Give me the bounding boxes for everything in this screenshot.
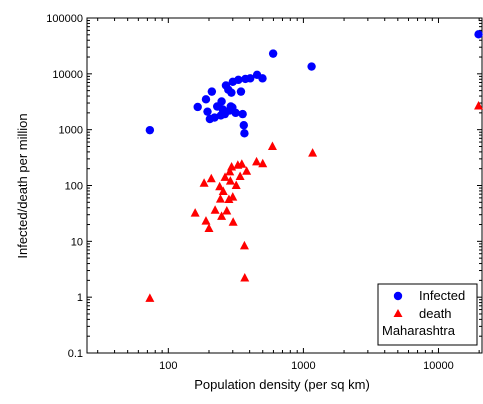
- data-point-infected: [227, 88, 236, 97]
- data-point-infected: [236, 87, 246, 96]
- data-point-death: [215, 181, 225, 191]
- data-point-death: [210, 205, 220, 214]
- y-tick-label: 10: [71, 236, 83, 248]
- data-point-death: [218, 186, 228, 196]
- data-point-infected: [203, 107, 212, 116]
- data-point-infected: [234, 75, 243, 85]
- data-point-death: [201, 216, 211, 225]
- data-point-death: [240, 273, 250, 282]
- data-point-death: [237, 159, 247, 168]
- data-point-death: [204, 223, 214, 232]
- x-axis-title: Population density (per sq km): [194, 377, 370, 392]
- legend: Infected death Maharashtra: [377, 283, 478, 346]
- data-point-death: [231, 180, 241, 189]
- data-point-death: [225, 176, 235, 185]
- y-tick-label: 10000: [52, 69, 83, 81]
- data-point-death: [199, 178, 209, 187]
- y-axis-title: Infected/death per million: [15, 113, 30, 258]
- data-point-infected: [210, 113, 219, 122]
- data-point-infected: [307, 62, 316, 71]
- data-point-death: [239, 240, 249, 250]
- data-point-infected: [231, 108, 240, 118]
- data-point-death: [215, 194, 225, 203]
- legend-marker-infected: [393, 291, 403, 301]
- x-tick-label: 10000: [423, 360, 454, 372]
- y-tick-label: 0.1: [68, 348, 83, 360]
- data-point-death: [258, 158, 268, 168]
- data-point-death: [228, 217, 238, 226]
- data-point-death: [235, 171, 245, 180]
- data-point-death: [206, 173, 216, 183]
- data-point-infected: [217, 97, 226, 106]
- data-point-death: [190, 208, 200, 217]
- data-point-infected: [240, 129, 249, 138]
- data-point-death: [308, 148, 318, 157]
- data-points: [145, 30, 483, 302]
- legend-marker-death: [393, 309, 403, 317]
- data-point-infected: [239, 121, 248, 130]
- data-point-infected: [145, 125, 155, 135]
- data-point-infected: [201, 95, 211, 104]
- x-tick-label: 1000: [291, 360, 315, 372]
- data-point-death: [252, 156, 262, 166]
- data-point-death: [474, 101, 483, 110]
- data-point-infected: [207, 87, 217, 96]
- x-axis-ticks: 100 1000 10000: [97, 18, 480, 372]
- data-point-infected: [246, 74, 255, 83]
- data-point-death: [224, 194, 234, 204]
- data-point-death: [220, 172, 230, 181]
- y-tick-label: 100: [65, 181, 83, 193]
- legend-label-infected: Infected: [419, 288, 465, 303]
- data-point-infected: [258, 74, 267, 83]
- legend-label-death: death: [419, 306, 452, 321]
- x-tick-label: 100: [159, 360, 177, 372]
- data-point-death: [242, 166, 252, 175]
- data-point-infected: [268, 49, 278, 58]
- y-axis-ticks: 0.1 1 10 100 1000 10000 100000: [46, 13, 482, 360]
- data-point-infected: [193, 102, 202, 112]
- data-point-death: [145, 293, 155, 302]
- y-tick-label: 1000: [59, 125, 83, 137]
- data-point-death: [267, 141, 277, 150]
- data-point-death: [222, 205, 232, 215]
- data-point-death: [228, 192, 238, 201]
- data-point-infected: [238, 109, 247, 119]
- data-point-death: [217, 211, 227, 220]
- legend-note: Maharashtra: [382, 323, 456, 338]
- y-tick-label: 100000: [46, 13, 83, 25]
- data-point-infected: [474, 30, 483, 39]
- y-tick-label: 1: [77, 292, 83, 304]
- data-point-death: [225, 166, 235, 176]
